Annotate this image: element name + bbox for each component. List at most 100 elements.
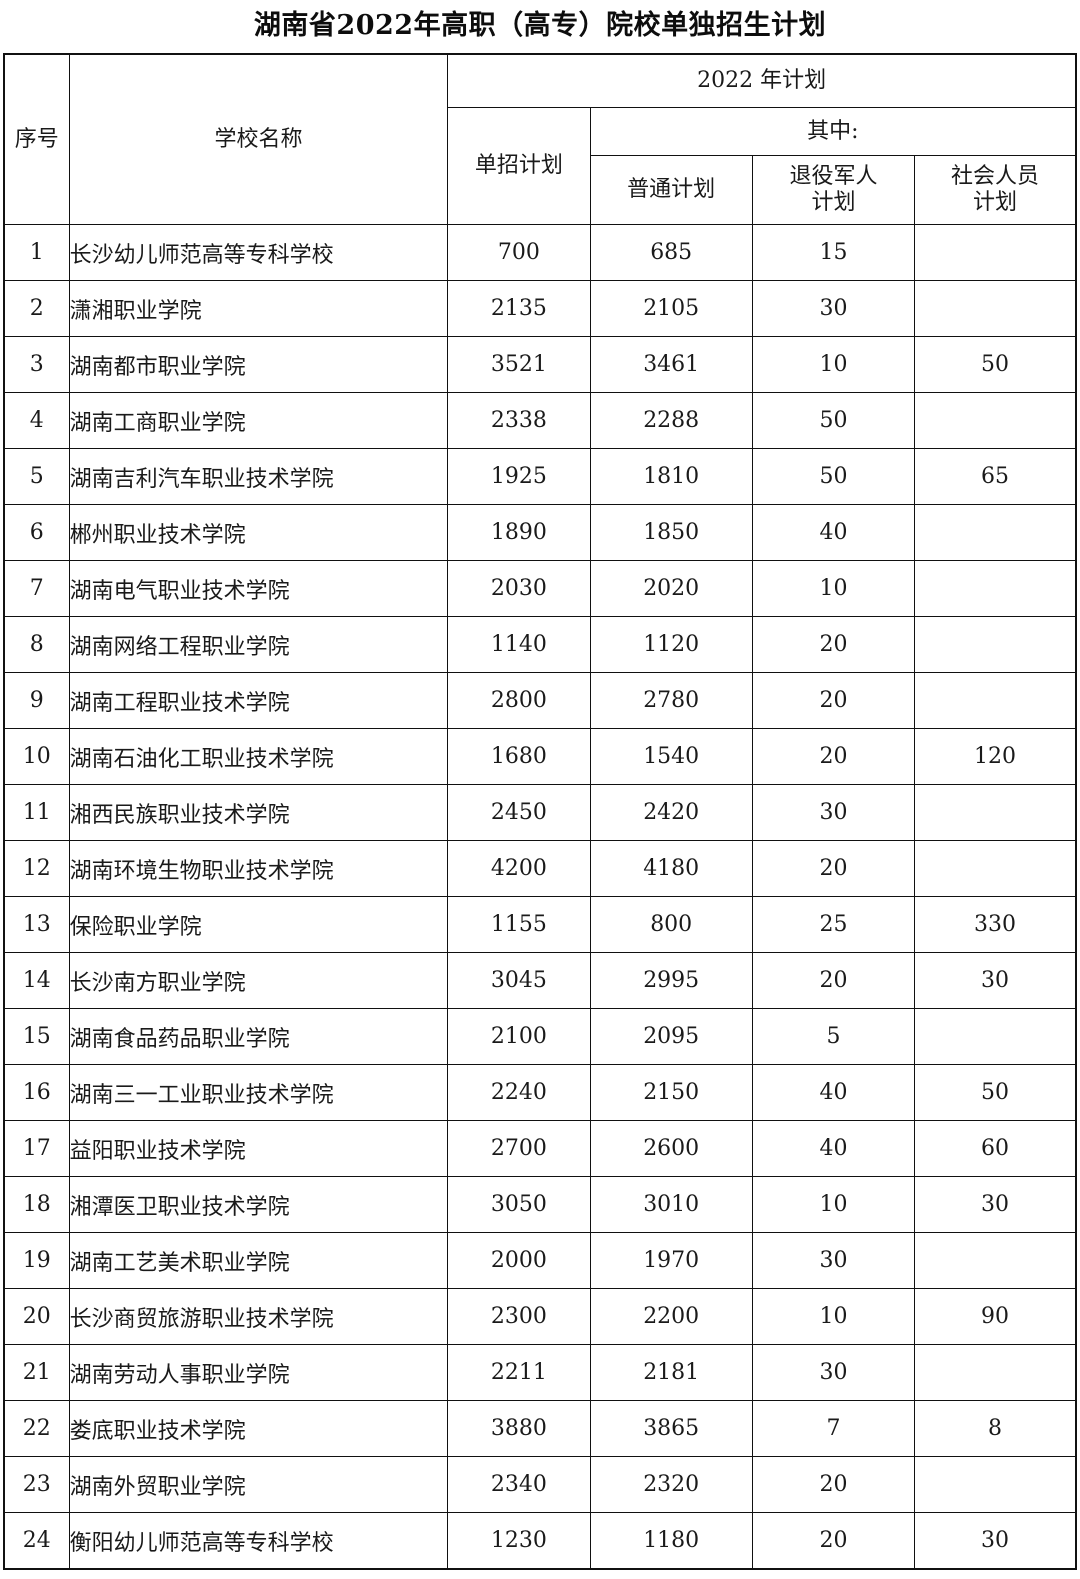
cell-seq: 17 xyxy=(3,1120,70,1177)
table-row: 24 衡阳幼儿师范高等专科学校 1230 1180 20 30 xyxy=(3,1512,1077,1570)
cell-seq: 22 xyxy=(3,1400,70,1457)
table-row: 9 湖南工程职业技术学院 2800 2780 20 xyxy=(3,672,1077,729)
table-row: 8 湖南网络工程职业学院 1140 1120 20 xyxy=(3,616,1077,673)
cell-total-plan: 1680 xyxy=(447,728,591,785)
table-row: 18 湘潭医卫职业技术学院 3050 3010 10 30 xyxy=(3,1176,1077,1233)
cell-seq: 9 xyxy=(3,672,70,729)
cell-normal-plan: 2600 xyxy=(589,1120,753,1177)
cell-normal-plan: 2150 xyxy=(589,1064,753,1121)
cell-seq: 8 xyxy=(3,616,70,673)
cell-social-plan xyxy=(914,1344,1077,1401)
table-row: 23 湖南外贸职业学院 2340 2320 20 xyxy=(3,1456,1077,1513)
cell-seq: 14 xyxy=(3,952,70,1009)
table-header: 序号 学校名称 2022 年计划 单招计划 其中: 普通计划 退役军人 计划 社… xyxy=(3,53,1077,225)
cell-seq: 18 xyxy=(3,1176,70,1233)
cell-school-name: 益阳职业技术学院 xyxy=(68,1120,449,1177)
cell-total-plan: 1140 xyxy=(447,616,591,673)
cell-social-plan xyxy=(914,560,1077,617)
cell-school-name: 湘西民族职业技术学院 xyxy=(68,784,449,841)
cell-normal-plan: 3865 xyxy=(589,1400,753,1457)
cell-total-plan: 2240 xyxy=(447,1064,591,1121)
cell-normal-plan: 2420 xyxy=(589,784,753,841)
cell-total-plan: 1925 xyxy=(447,448,591,505)
table-row: 22 娄底职业技术学院 3880 3865 7 8 xyxy=(3,1400,1077,1457)
cell-total-plan: 2000 xyxy=(447,1232,591,1289)
cell-social-plan xyxy=(914,224,1077,281)
column-header-school-name: 学校名称 xyxy=(68,53,449,225)
table-row: 11 湘西民族职业技术学院 2450 2420 30 xyxy=(3,784,1077,841)
veteran-plan-line1: 退役军人 xyxy=(789,164,878,190)
cell-veteran-plan: 10 xyxy=(751,1176,916,1233)
cell-school-name: 湘潭医卫职业技术学院 xyxy=(68,1176,449,1233)
cell-total-plan: 2030 xyxy=(447,560,591,617)
cell-school-name: 湖南工艺美术职业学院 xyxy=(68,1232,449,1289)
header-row-mid: 单招计划 其中: xyxy=(4,107,1077,225)
cell-normal-plan: 2095 xyxy=(589,1008,753,1065)
cell-seq: 4 xyxy=(3,392,70,449)
cell-social-plan: 30 xyxy=(914,952,1077,1009)
cell-veteran-plan: 20 xyxy=(751,840,916,897)
cell-social-plan xyxy=(914,840,1077,897)
cell-normal-plan: 2320 xyxy=(589,1456,753,1513)
cell-veteran-plan: 7 xyxy=(751,1400,916,1457)
cell-normal-plan: 3010 xyxy=(589,1176,753,1233)
cell-total-plan: 2450 xyxy=(447,784,591,841)
cell-school-name: 湖南三一工业职业技术学院 xyxy=(68,1064,449,1121)
cell-social-plan xyxy=(914,280,1077,337)
cell-social-plan: 30 xyxy=(914,1512,1077,1570)
cell-normal-plan: 4180 xyxy=(589,840,753,897)
cell-normal-plan: 800 xyxy=(589,896,753,953)
column-header-normal-plan: 普通计划 xyxy=(589,155,753,225)
table-row: 4 湖南工商职业学院 2338 2288 50 xyxy=(3,392,1077,449)
cell-total-plan: 2700 xyxy=(447,1120,591,1177)
cell-veteran-plan: 25 xyxy=(751,896,916,953)
table-container: 序号 学校名称 2022 年计划 单招计划 其中: 普通计划 退役军人 计划 社… xyxy=(0,53,1080,1570)
cell-total-plan: 1890 xyxy=(447,504,591,561)
cell-veteran-plan: 20 xyxy=(751,672,916,729)
cell-seq: 13 xyxy=(3,896,70,953)
cell-school-name: 保险职业学院 xyxy=(68,896,449,953)
cell-social-plan: 330 xyxy=(914,896,1077,953)
cell-social-plan: 65 xyxy=(914,448,1077,505)
cell-normal-plan: 2200 xyxy=(589,1288,753,1345)
cell-total-plan: 3880 xyxy=(447,1400,591,1457)
cell-veteran-plan: 30 xyxy=(751,280,916,337)
cell-school-name: 衡阳幼儿师范高等专科学校 xyxy=(68,1512,449,1570)
cell-total-plan: 2338 xyxy=(447,392,591,449)
table-row: 3 湖南都市职业学院 3521 3461 10 50 xyxy=(3,336,1077,393)
cell-school-name: 湖南工商职业学院 xyxy=(68,392,449,449)
cell-social-plan: 30 xyxy=(914,1176,1077,1233)
cell-social-plan xyxy=(914,672,1077,729)
cell-veteran-plan: 20 xyxy=(751,952,916,1009)
cell-normal-plan: 1540 xyxy=(589,728,753,785)
cell-school-name: 湖南工程职业技术学院 xyxy=(68,672,449,729)
table-row: 6 郴州职业技术学院 1890 1850 40 xyxy=(3,504,1077,561)
cell-veteran-plan: 20 xyxy=(751,1456,916,1513)
cell-total-plan: 3050 xyxy=(447,1176,591,1233)
cell-veteran-plan: 15 xyxy=(751,224,916,281)
cell-veteran-plan: 10 xyxy=(751,1288,916,1345)
cell-seq: 19 xyxy=(3,1232,70,1289)
cell-total-plan: 4200 xyxy=(447,840,591,897)
cell-veteran-plan: 30 xyxy=(751,1232,916,1289)
cell-school-name: 长沙幼儿师范高等专科学校 xyxy=(68,224,449,281)
cell-seq: 2 xyxy=(3,280,70,337)
cell-total-plan: 3045 xyxy=(447,952,591,1009)
cell-total-plan: 1230 xyxy=(447,1512,591,1570)
cell-social-plan xyxy=(914,616,1077,673)
table-row: 12 湖南环境生物职业技术学院 4200 4180 20 xyxy=(3,840,1077,897)
cell-seq: 12 xyxy=(3,840,70,897)
cell-normal-plan: 3461 xyxy=(589,336,753,393)
social-plan-line1: 社会人员 xyxy=(951,164,1040,190)
cell-veteran-plan: 30 xyxy=(751,1344,916,1401)
table-row: 14 长沙南方职业学院 3045 2995 20 30 xyxy=(3,952,1077,1009)
cell-veteran-plan: 40 xyxy=(751,1064,916,1121)
table-row: 17 益阳职业技术学院 2700 2600 40 60 xyxy=(3,1120,1077,1177)
cell-school-name: 湖南外贸职业学院 xyxy=(68,1456,449,1513)
table-body: 1 长沙幼儿师范高等专科学校 700 685 15 2 潇湘职业学院 2135 2105 30 3 湖… xyxy=(3,224,1077,1570)
cell-social-plan: 50 xyxy=(914,1064,1077,1121)
cell-normal-plan: 2020 xyxy=(589,560,753,617)
veteran-plan-line2: 计划 xyxy=(811,190,856,215)
cell-seq: 16 xyxy=(3,1064,70,1121)
